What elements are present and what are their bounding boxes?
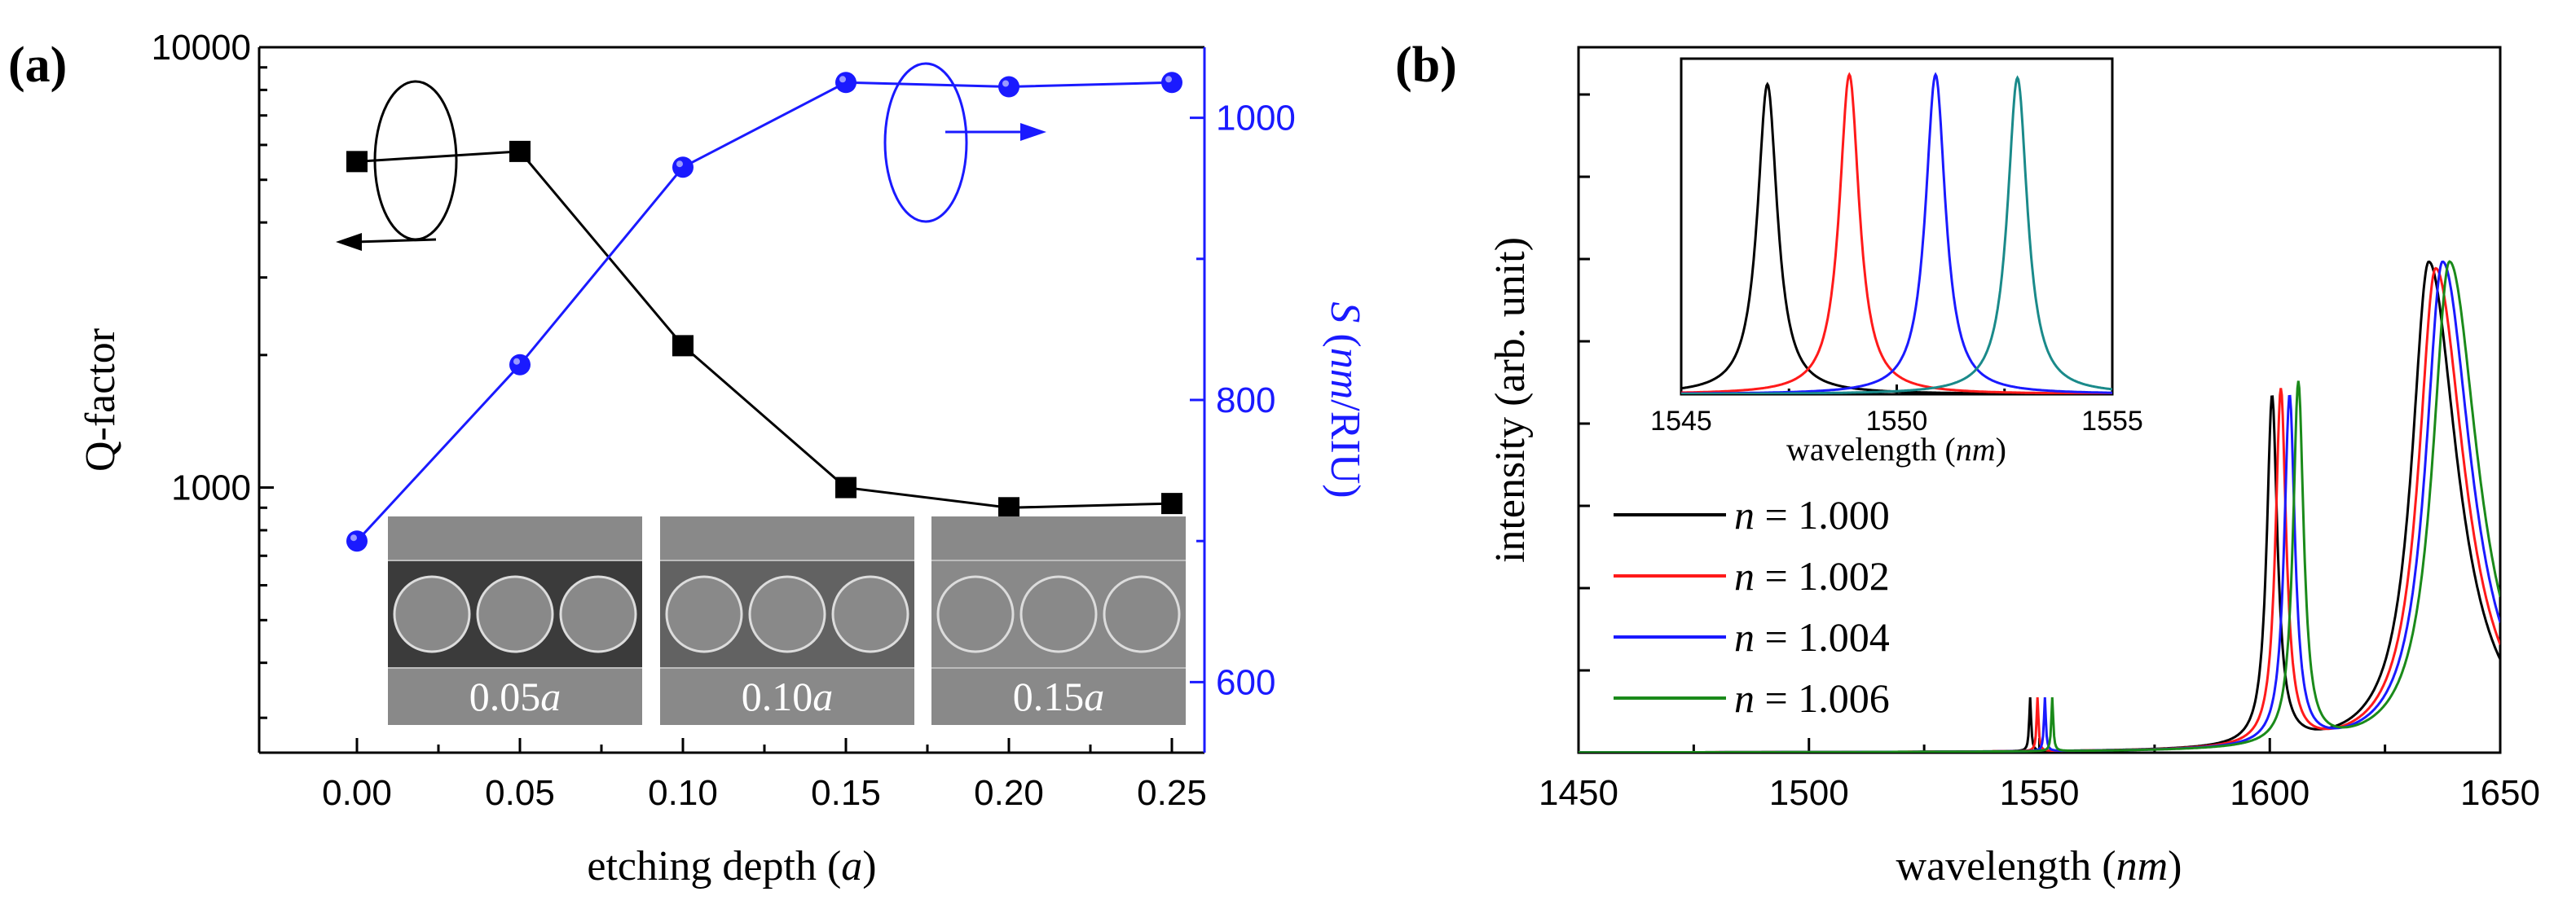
panel-b: (b) 1450 1500 1550 1600 1650 wavelength (nm)… bbox=[1395, 37, 2540, 890]
q-factor-point bbox=[346, 151, 368, 173]
sensitivity-point bbox=[1161, 72, 1182, 94]
structure-inset-3: 0.15a bbox=[931, 516, 1186, 725]
sensitivity-point bbox=[998, 76, 1019, 98]
legend-label: n = 1.004 bbox=[1734, 614, 1890, 660]
y2-tick-label: 800 bbox=[1216, 380, 1275, 420]
y-tick-label: 1000 bbox=[171, 468, 251, 508]
spectrum-1-006 bbox=[1579, 260, 2500, 753]
air-hole bbox=[748, 575, 826, 653]
q-factor-point bbox=[509, 140, 531, 162]
legend-label: n = 1.000 bbox=[1734, 492, 1890, 538]
panel-a-x-ticks: 0.00 0.05 0.10 0.15 0.20 0.25 bbox=[322, 738, 1207, 813]
x-tick-label: 0.00 bbox=[322, 773, 392, 813]
sensitivity-point-highlight bbox=[839, 76, 846, 83]
y-tick-label: 10000 bbox=[152, 28, 251, 68]
inset-spectrum-1-002 bbox=[1681, 72, 2112, 394]
structure-inset-1: 0.05a bbox=[388, 516, 642, 725]
air-hole bbox=[665, 575, 743, 653]
structure-inset-2: 0.10a bbox=[660, 516, 914, 725]
inset-x-ticks: 1545 1550 1555 bbox=[1650, 384, 2143, 437]
panel-a-y-label: Q-factor bbox=[77, 328, 124, 472]
inset-x-label: wavelength (nm) bbox=[1786, 431, 2006, 468]
air-hole bbox=[559, 575, 637, 653]
x-tick-label: 0.10 bbox=[648, 773, 718, 813]
inset-etch-label: 0.15a bbox=[1013, 674, 1105, 719]
air-hole bbox=[476, 575, 554, 653]
sensitivity-point bbox=[835, 72, 856, 94]
x-tick-label: 0.05 bbox=[485, 773, 555, 813]
panel-a-y2-label: S (nm/RIU) bbox=[1322, 301, 1368, 498]
s-annotation-arrowhead bbox=[1020, 123, 1046, 141]
inset-x-tick-label: 1550 bbox=[1866, 406, 1928, 437]
q-factor-point bbox=[835, 477, 856, 499]
x-tick-label: 1450 bbox=[1539, 773, 1618, 813]
legend-label: n = 1.006 bbox=[1734, 675, 1890, 721]
q-annotation-arrow bbox=[354, 238, 437, 244]
x-tick-label: 0.15 bbox=[811, 773, 881, 813]
panel-b-legend: n = 1.000 n = 1.002 n = 1.004 n = 1.006 bbox=[1614, 492, 1890, 721]
q-axis-annotation bbox=[336, 80, 458, 251]
x-tick-label: 1500 bbox=[1769, 773, 1849, 813]
sensitivity-point-highlight bbox=[513, 358, 520, 365]
q-factor-point bbox=[672, 335, 694, 357]
inset-etch-label: 0.05a bbox=[469, 674, 561, 719]
panel-b-y-label: intensity (arb. unit) bbox=[1487, 237, 1534, 563]
panel-a-label: (a) bbox=[8, 37, 67, 93]
q-annotation-arrowhead bbox=[336, 233, 362, 251]
sensitivity-point bbox=[346, 530, 368, 552]
panel-b-spectra bbox=[1579, 260, 2500, 753]
panel-a-structure-insets: 0.05a 0.10a 0.15a bbox=[388, 516, 1186, 725]
panel-b-x-label: wavelength (nm) bbox=[1896, 843, 2182, 890]
air-hole bbox=[393, 575, 471, 653]
q-factor-point bbox=[998, 497, 1019, 519]
panel-a-series bbox=[346, 72, 1182, 552]
y2-tick-label: 600 bbox=[1216, 662, 1275, 702]
panel-b-x-ticks: 1450 1500 1550 1600 1650 bbox=[1539, 738, 2540, 813]
q-factor-point bbox=[1161, 493, 1182, 515]
inset-x-tick-label: 1555 bbox=[2081, 406, 2143, 437]
inset-spectra bbox=[1681, 72, 2112, 394]
x-tick-label: 1650 bbox=[2460, 773, 2540, 813]
x-tick-label: 1600 bbox=[2230, 773, 2310, 813]
panel-a: (a) 0.00 0.05 0.10 0.15 0.20 0.25 1000 10000 6… bbox=[8, 28, 1368, 890]
sensitivity-point bbox=[509, 354, 531, 376]
inset-etch-label: 0.10a bbox=[742, 674, 834, 719]
legend-label: n = 1.002 bbox=[1734, 553, 1890, 599]
air-hole bbox=[936, 575, 1015, 653]
s-axis-annotation bbox=[883, 62, 1046, 223]
panel-b-inset: 1545 1550 1555 wavelength (nm) bbox=[1650, 57, 2143, 468]
panel-a-y-ticks: 1000 10000 bbox=[152, 28, 274, 719]
sensitivity-point-highlight bbox=[676, 160, 683, 168]
x-tick-label: 0.20 bbox=[974, 773, 1044, 813]
sensitivity-point-highlight bbox=[350, 534, 357, 542]
panel-a-y2-ticks: 600 800 1000 bbox=[1190, 99, 1296, 702]
air-hole bbox=[1103, 575, 1181, 653]
sensitivity-point-highlight bbox=[1165, 76, 1172, 83]
inset-spectrum-1-006 bbox=[1681, 75, 2112, 394]
sensitivity-point bbox=[672, 156, 694, 178]
panel-b-label: (b) bbox=[1395, 37, 1457, 93]
series-line-q-factor bbox=[356, 150, 1173, 509]
air-hole bbox=[1019, 575, 1098, 653]
x-tick-label: 0.25 bbox=[1137, 773, 1207, 813]
s-annotation-ellipse bbox=[883, 62, 968, 223]
series-line-s bbox=[355, 81, 1173, 543]
y2-tick-label: 1000 bbox=[1216, 99, 1296, 138]
inset-x-tick-label: 1545 bbox=[1650, 406, 1712, 437]
panel-a-x-label: etching depth (a) bbox=[587, 843, 876, 890]
x-tick-label: 1550 bbox=[2000, 773, 2080, 813]
sensitivity-point-highlight bbox=[1002, 80, 1009, 87]
air-hole bbox=[831, 575, 909, 653]
inset-frame bbox=[1680, 57, 2114, 396]
panel-b-y-ticks bbox=[1579, 93, 1590, 672]
